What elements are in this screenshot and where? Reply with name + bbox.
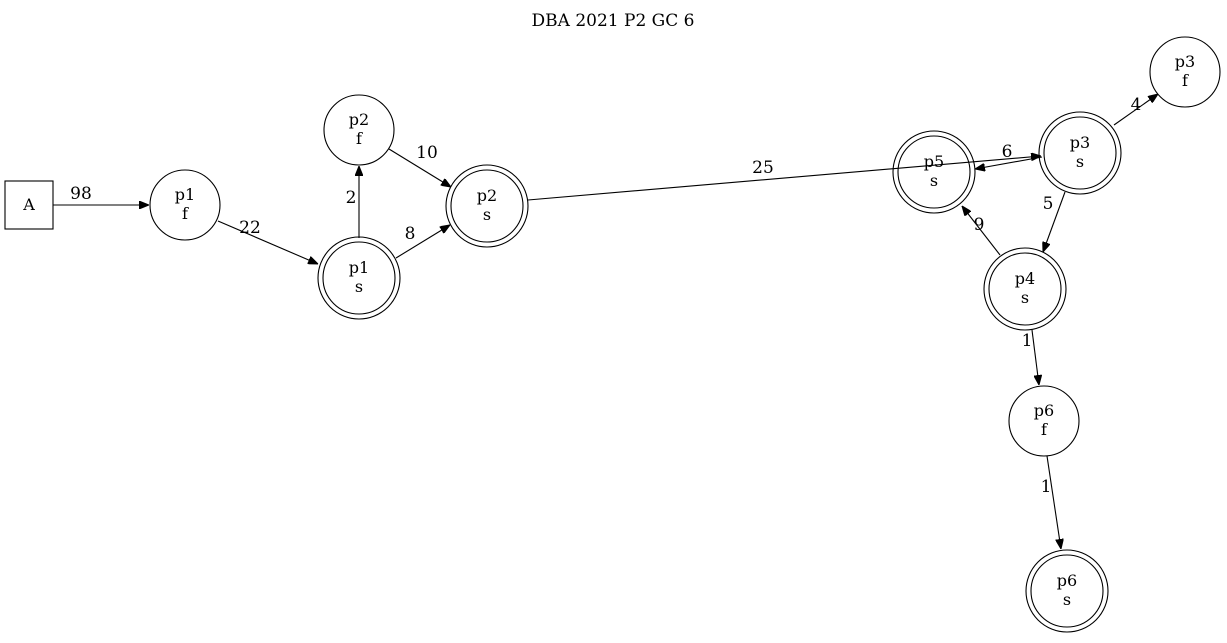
edge-p1f-p1s: 22 <box>217 218 318 264</box>
edge-label: 1 <box>1041 477 1052 497</box>
node-label: p2 <box>477 186 497 205</box>
node-sublabel: f <box>182 204 189 223</box>
edge-label: 5 <box>1043 194 1054 214</box>
node-sublabel: s <box>1063 590 1071 609</box>
node-p6-s: p6 s <box>1025 549 1109 633</box>
edge-p2s-p3s: 25 <box>527 156 1041 201</box>
node-p2-f: p2 f <box>323 94 395 166</box>
node-sublabel: f <box>1182 71 1189 90</box>
edge-p1s-p2f: 2 <box>346 166 359 238</box>
edge-label: 2 <box>346 188 357 208</box>
node-label: p6 <box>1057 571 1077 590</box>
node-p6-f: p6 f <box>1008 385 1080 457</box>
edge-p4s-p5s: 9 <box>962 206 1001 256</box>
node-label: p6 <box>1034 401 1054 420</box>
edge-p3s-p4s: 5 <box>1043 191 1066 252</box>
node-label: p3 <box>1175 52 1195 71</box>
edge-p3s-p3f: 4 <box>1113 94 1158 126</box>
node-p1-s: p1 s <box>317 236 401 320</box>
edge-p2f-p2s: 10 <box>388 143 451 187</box>
node-p1-f: p1 f <box>149 169 221 241</box>
node-sublabel: s <box>930 171 938 190</box>
node-label: p4 <box>1015 269 1035 288</box>
node-sublabel: s <box>483 205 491 224</box>
node-sublabel: s <box>355 277 363 296</box>
node-p3-s: p3 s <box>1038 111 1122 195</box>
edge-label: 8 <box>405 224 416 244</box>
node-p4-s: p4 s <box>983 247 1067 331</box>
node-sublabel: f <box>356 129 363 148</box>
node-p5-s: p5 s <box>892 130 976 214</box>
node-label: A <box>22 195 35 214</box>
graph-title: DBA 2021 P2 GC 6 <box>532 11 695 31</box>
node-label: p1 <box>175 185 195 204</box>
node-label: p2 <box>349 110 369 129</box>
edge-p3s-p5s: 6 <box>975 142 1043 169</box>
edge-label: 98 <box>70 184 92 204</box>
edge-label: 10 <box>416 143 438 163</box>
node-p2-s: p2 s <box>445 164 529 248</box>
edges: 98 22 2 8 10 25 6 4 <box>53 94 1158 549</box>
node-sublabel: s <box>1021 288 1029 307</box>
edge-label: 9 <box>974 215 985 235</box>
node-sublabel: f <box>1041 420 1048 439</box>
edge-p6f-p6s: 1 <box>1041 455 1061 549</box>
nodes: A p1 f p1 s p2 f p2 s p5 s <box>4 36 1221 633</box>
edge-label: 25 <box>752 158 774 178</box>
edge-label: 1 <box>1022 331 1033 351</box>
node-a: A <box>4 180 54 230</box>
edge-label: 6 <box>1002 142 1013 162</box>
node-p3-f: p3 f <box>1149 36 1221 108</box>
edge-p1s-p2s: 8 <box>395 224 450 259</box>
edge-p4s-p6f: 1 <box>1022 329 1039 385</box>
node-sublabel: s <box>1076 152 1084 171</box>
edge-label: 22 <box>239 218 261 238</box>
edge-a-p1f: 98 <box>53 184 149 205</box>
edge-label: 4 <box>1131 95 1142 115</box>
node-label: p1 <box>349 258 369 277</box>
node-label: p3 <box>1070 133 1090 152</box>
node-label: p5 <box>924 152 944 171</box>
